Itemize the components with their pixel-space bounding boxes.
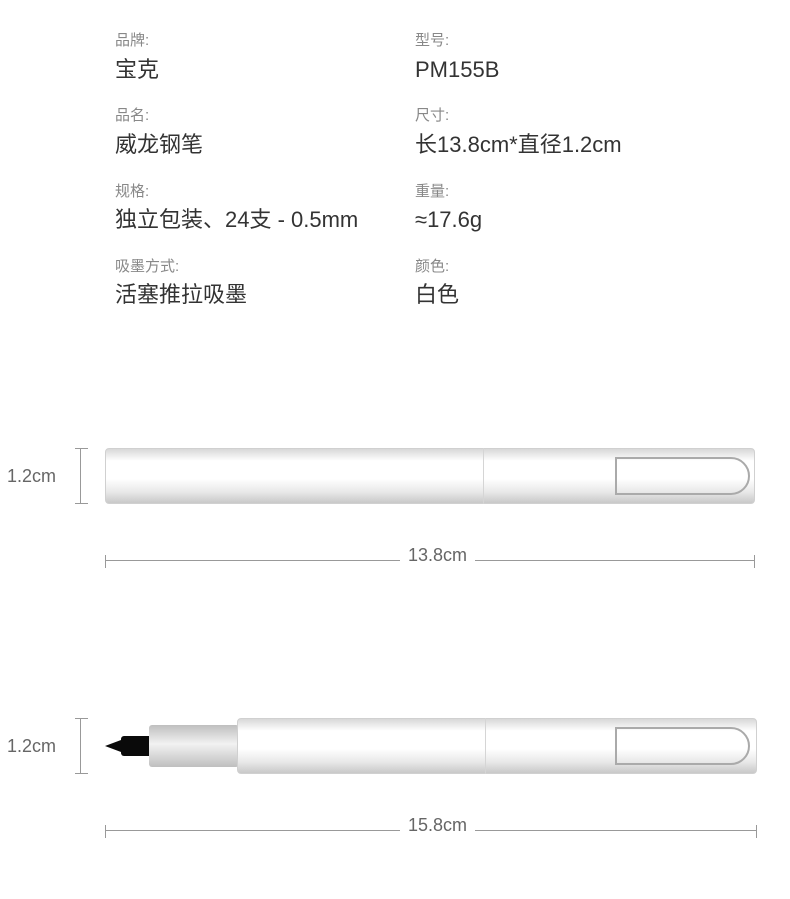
spec-item: 重量: ≈17.6g (415, 181, 715, 236)
spec-value: ≈17.6g (415, 205, 715, 236)
spec-label: 品牌: (115, 30, 415, 53)
spec-grid: 品牌: 宝克 型号: PM155B 品名: 威龙钢笔 尺寸: 长13.8cm*直… (115, 30, 715, 311)
pen-open-diagram: 1.2cm 15.8cm (115, 700, 755, 890)
spec-value: 宝克 (115, 55, 415, 86)
spec-label: 吸墨方式: (115, 256, 415, 279)
diameter-label: 1.2cm (7, 736, 56, 757)
pen-grip (149, 725, 239, 767)
spec-value: PM155B (415, 55, 715, 86)
spec-value: 白色 (415, 280, 715, 311)
length-label: 13.8cm (400, 545, 475, 566)
spec-label: 颜色: (415, 256, 715, 279)
spec-item: 型号: PM155B (415, 30, 715, 85)
diameter-marker (80, 718, 81, 774)
pen-seam (485, 718, 486, 774)
spec-label: 型号: (415, 30, 715, 53)
pen-closed-diagram: 1.2cm 13.8cm (115, 430, 755, 620)
pen-nib-icon (105, 740, 121, 752)
spec-value: 活塞推拉吸墨 (115, 280, 415, 311)
spec-value: 威龙钢笔 (115, 130, 415, 161)
spec-label: 规格: (115, 181, 415, 204)
spec-item: 吸墨方式: 活塞推拉吸墨 (115, 256, 415, 311)
pen-clip-icon (615, 727, 750, 765)
spec-label: 尺寸: (415, 105, 715, 128)
spec-value: 长13.8cm*直径1.2cm (415, 130, 715, 161)
pen-clip-icon (615, 457, 750, 495)
pen-seam (483, 448, 484, 504)
pen-nib-body (121, 736, 151, 756)
spec-item: 尺寸: 长13.8cm*直径1.2cm (415, 105, 715, 160)
spec-label: 重量: (415, 181, 715, 204)
length-label: 15.8cm (400, 815, 475, 836)
diameter-label: 1.2cm (7, 466, 56, 487)
spec-value: 独立包装、24支 - 0.5mm (115, 205, 415, 236)
spec-item: 品名: 威龙钢笔 (115, 105, 415, 160)
spec-item: 品牌: 宝克 (115, 30, 415, 85)
diameter-marker (80, 448, 81, 504)
spec-item: 颜色: 白色 (415, 256, 715, 311)
spec-item: 规格: 独立包装、24支 - 0.5mm (115, 181, 415, 236)
spec-label: 品名: (115, 105, 415, 128)
